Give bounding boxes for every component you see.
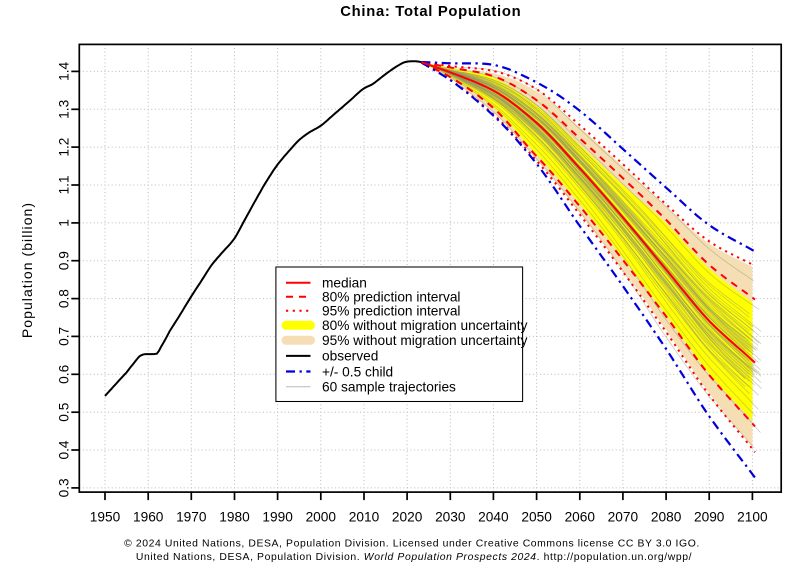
- svg-text:0.4: 0.4: [57, 440, 72, 459]
- svg-text:60 sample trajectories: 60 sample trajectories: [322, 380, 456, 395]
- svg-text:2040: 2040: [478, 510, 509, 525]
- svg-text:United Nations, DESA, Populati: United Nations, DESA, Population Divisio…: [136, 552, 692, 563]
- svg-text:1950: 1950: [90, 510, 121, 525]
- svg-text:median: median: [322, 276, 367, 291]
- svg-text:2070: 2070: [608, 510, 639, 525]
- svg-text:2090: 2090: [694, 510, 725, 525]
- svg-text:+/- 0.5 child: +/- 0.5 child: [322, 364, 393, 379]
- svg-text:95% without migration uncertai: 95% without migration uncertainty: [322, 333, 528, 348]
- svg-text:1.4: 1.4: [57, 62, 72, 81]
- svg-text:0.9: 0.9: [57, 251, 72, 270]
- svg-text:0.3: 0.3: [57, 478, 72, 497]
- svg-text:observed: observed: [322, 349, 378, 364]
- svg-text:2050: 2050: [521, 510, 552, 525]
- svg-text:2060: 2060: [565, 510, 596, 525]
- svg-text:95% prediction interval: 95% prediction interval: [322, 304, 460, 319]
- svg-text:1990: 1990: [262, 510, 293, 525]
- svg-text:0.5: 0.5: [57, 402, 72, 421]
- svg-text:1.2: 1.2: [57, 138, 72, 157]
- svg-text:2030: 2030: [435, 510, 466, 525]
- svg-text:2080: 2080: [651, 510, 682, 525]
- svg-text:2020: 2020: [392, 510, 423, 525]
- svg-text:© 2024 United Nations, DESA, P: © 2024 United Nations, DESA, Population …: [124, 539, 700, 550]
- svg-text:1: 1: [57, 219, 72, 227]
- svg-text:0.8: 0.8: [57, 289, 72, 308]
- svg-text:0.7: 0.7: [57, 327, 72, 346]
- svg-text:80% without migration uncertai: 80% without migration uncertainty: [322, 318, 528, 333]
- svg-text:80% prediction interval: 80% prediction interval: [322, 290, 460, 305]
- svg-text:1.1: 1.1: [57, 175, 72, 194]
- svg-text:Population (billion): Population (billion): [19, 202, 35, 338]
- svg-text:2010: 2010: [349, 510, 380, 525]
- svg-text:1980: 1980: [219, 510, 250, 525]
- svg-text:1970: 1970: [176, 510, 207, 525]
- svg-text:2000: 2000: [306, 510, 337, 525]
- svg-text:0.6: 0.6: [57, 364, 72, 383]
- svg-text:China: Total Population: China: Total Population: [340, 4, 521, 20]
- svg-text:2100: 2100: [737, 510, 768, 525]
- svg-text:1960: 1960: [133, 510, 164, 525]
- svg-text:1.3: 1.3: [57, 99, 72, 118]
